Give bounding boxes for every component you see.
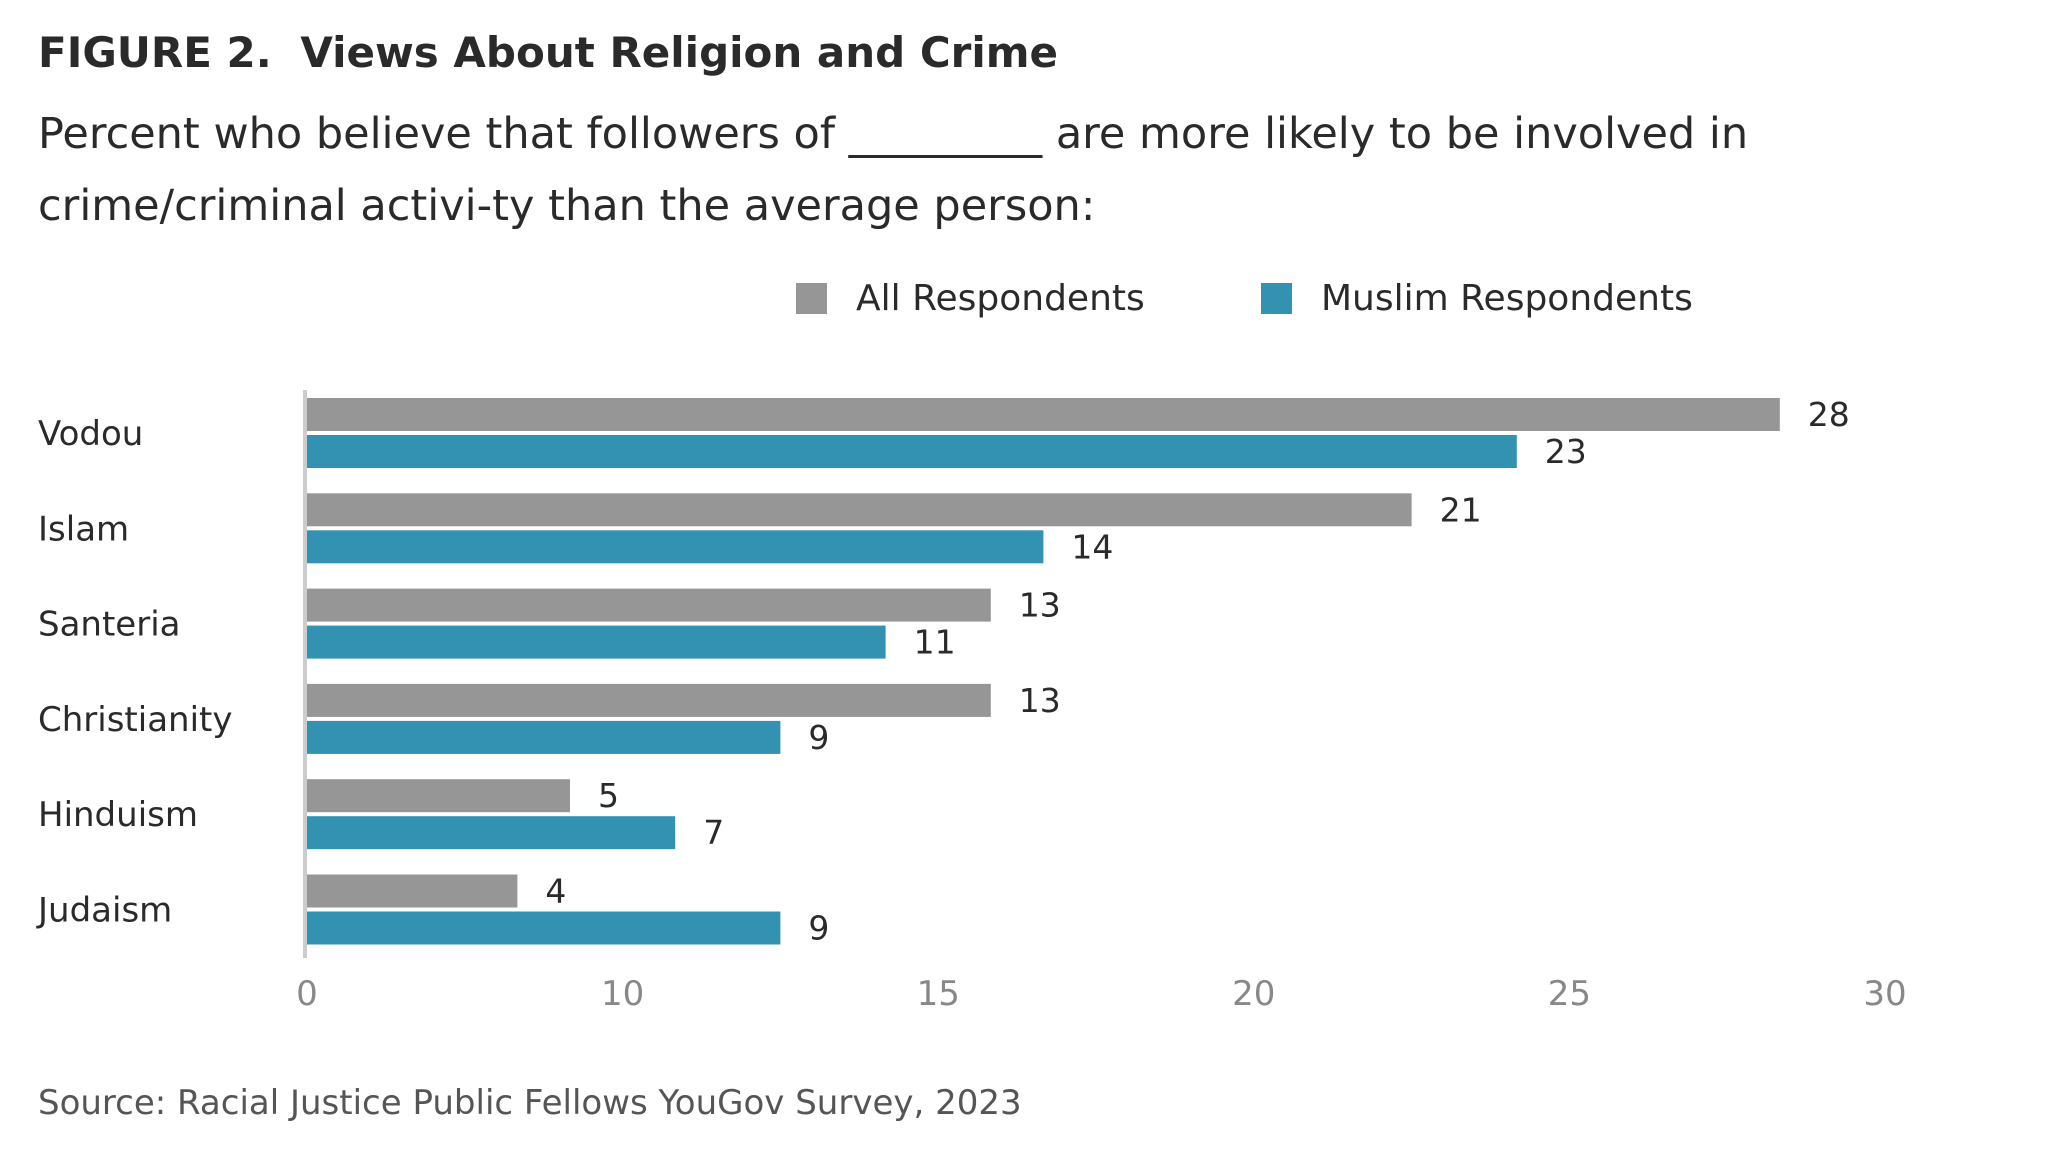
bar-christianity-muslim [307,720,781,754]
category-label-vodou: Vodou [38,414,143,454]
value-label-santeria-muslim: 11 [914,623,956,662]
legend: All Respondents Muslim Respondents [796,278,1693,319]
value-label-vodou-muslim: 23 [1545,432,1587,471]
value-label-christianity-all: 13 [1019,681,1061,720]
category-label-christianity: Christianity [38,700,233,740]
category-labels: Vodou Islam Santeria Christianity Hinduism Ju… [36,414,233,931]
bar-vodou-muslim [307,435,1517,468]
category-label-judaism: Judaism [36,891,172,931]
bar-hinduism-muslim [307,816,676,850]
bars [307,398,1780,945]
category-label-santeria: Santeria [38,605,180,645]
bar-judaism-muslim [307,911,781,945]
bar-santeria-all [307,588,991,622]
value-label-santeria-all: 13 [1019,586,1061,625]
figure-subtitle: Percent who believe that followers of __… [38,109,1749,231]
value-label-hinduism-muslim: 7 [703,813,724,852]
bar-judaism-all [307,874,518,908]
x-axis-ticks: 0 10 15 20 25 30 [296,974,1906,1014]
value-label-judaism-muslim: 9 [808,909,829,948]
category-label-islam: Islam [38,509,129,549]
x-tick-label-25: 25 [1548,974,1591,1014]
bar-santeria-muslim [307,625,886,659]
bar-islam-muslim [307,530,1044,564]
value-label-vodou-all: 28 [1808,395,1850,434]
bar-hinduism-all [307,779,570,813]
legend-swatch-muslim [1261,283,1292,314]
legend-label-all: All Respondents [856,278,1145,319]
bar-vodou-all [307,398,1780,431]
x-tick-label-20: 20 [1232,974,1275,1014]
x-tick-label-10: 10 [601,974,644,1014]
x-tick-label-0: 0 [296,974,318,1014]
x-tick-label-15: 15 [917,974,960,1014]
value-label-islam-all: 21 [1440,490,1482,529]
value-label-judaism-all: 4 [545,872,566,911]
legend-swatch-all [796,283,827,314]
legend-label-muslim: Muslim Respondents [1321,278,1693,319]
source-note: Source: Racial Justice Public Fellows Yo… [38,1083,1022,1123]
value-label-hinduism-all: 5 [598,776,619,815]
category-label-hinduism: Hinduism [38,795,198,835]
bar-islam-all [307,493,1412,527]
value-label-islam-muslim: 14 [1071,527,1113,566]
value-labels: 28 23 21 14 13 11 13 9 5 7 4 9 [545,395,1849,948]
x-tick-label-30: 30 [1863,974,1906,1014]
figure-title-text: Views About Religion and Crime [300,28,1059,77]
value-label-christianity-muslim: 9 [808,718,829,757]
figure-number: FIGURE 2. [38,28,272,77]
bar-christianity-all [307,683,991,717]
figure-title: FIGURE 2. Views About Religion and Crime [38,28,1058,77]
